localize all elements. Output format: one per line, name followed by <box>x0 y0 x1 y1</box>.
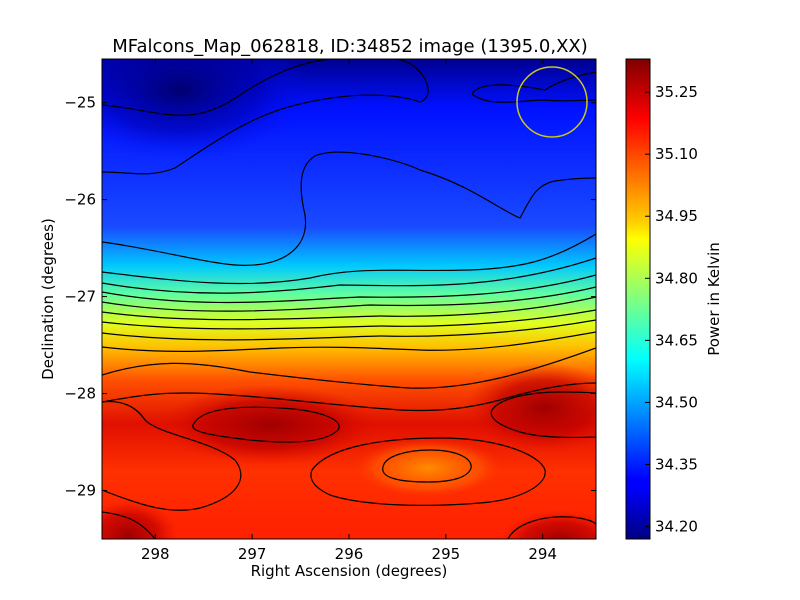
marker-circle <box>516 66 588 138</box>
colorbar-tick-label: 34.65 <box>655 331 698 349</box>
y-axis-label: Declination (degrees) <box>39 218 57 380</box>
colorbar-tick-label: 34.20 <box>655 518 698 536</box>
chart-title: MFalcons_Map_062818, ID:34852 image (139… <box>112 36 588 57</box>
colorbar-tick-label: 35.10 <box>655 145 698 163</box>
heatmap-image <box>102 59 596 539</box>
y-axis: −25 −26 −27 −28 −29 <box>64 94 596 500</box>
x-tick-label: 298 <box>141 545 170 563</box>
contour-lines <box>102 59 596 539</box>
colorbar-tick-label: 34.50 <box>655 393 698 411</box>
x-tick-label: 295 <box>432 545 461 563</box>
colorbar-tick-label: 34.35 <box>655 456 698 474</box>
colorbar <box>625 58 651 540</box>
colorbar-tick-label: 34.80 <box>655 269 698 287</box>
x-axis: 298 297 296 295 294 <box>141 59 557 563</box>
x-axis-label: Right Ascension (degrees) <box>251 562 448 580</box>
colorbar-label: Power in Kelvin <box>705 242 723 356</box>
x-tick-label: 294 <box>528 545 557 563</box>
colorbar-tick-label: 35.25 <box>655 83 698 101</box>
y-tick-label: −25 <box>64 94 96 112</box>
y-tick-label: −26 <box>64 191 96 209</box>
x-tick-label: 297 <box>238 545 267 563</box>
colorbar-tick-label: 34.95 <box>655 207 698 225</box>
y-tick-label: −29 <box>64 482 96 500</box>
x-tick-label: 296 <box>335 545 364 563</box>
y-tick-label: −27 <box>64 288 96 306</box>
colorbar-axis: 35.25 35.10 34.95 34.80 34.65 34.50 34.35 34.20 <box>645 83 698 536</box>
y-tick-label: −28 <box>64 385 96 403</box>
